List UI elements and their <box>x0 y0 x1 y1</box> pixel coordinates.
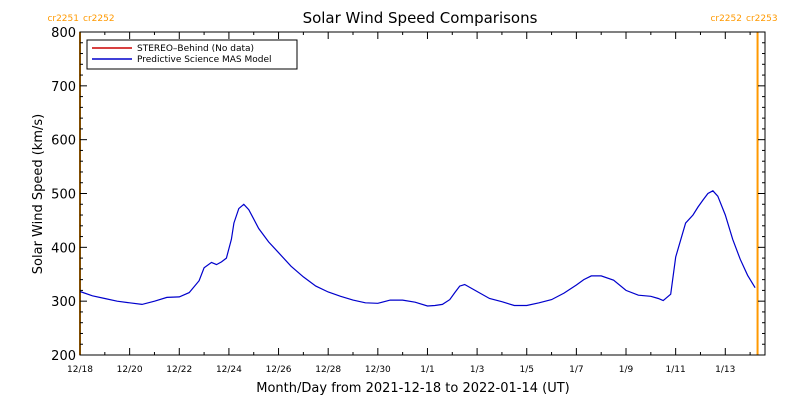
x-tick-label: 1/13 <box>715 365 735 375</box>
x-tick-label: 12/26 <box>266 365 292 375</box>
x-tick-label: 12/20 <box>117 365 143 375</box>
carrington-label-right: cr2252 <box>83 14 115 24</box>
x-tick-label: 1/9 <box>619 365 634 375</box>
x-tick-label: 12/18 <box>67 365 93 375</box>
x-tick-label: 1/5 <box>519 365 533 375</box>
y-tick-label: 300 <box>51 295 76 310</box>
x-tick-label: 12/22 <box>166 365 192 375</box>
chart-title: Solar Wind Speed Comparisons <box>303 9 538 27</box>
x-tick-label: 1/3 <box>470 365 484 375</box>
y-tick-label: 400 <box>51 241 76 256</box>
y-axis-label: Solar Wind Speed (km/s) <box>31 114 46 274</box>
y-tick-label: 200 <box>51 349 76 364</box>
x-tick-label: 12/24 <box>216 365 242 375</box>
x-tick-label: 12/28 <box>315 365 341 375</box>
x-tick-label: 1/1 <box>420 365 434 375</box>
legend-entry-label: STEREO–Behind (No data) <box>137 44 254 54</box>
series-line-mas-model <box>79 190 756 307</box>
x-tick-label: 1/7 <box>569 365 583 375</box>
x-tick-label: 1/11 <box>666 365 686 375</box>
legend-entry-label: Predictive Science MAS Model <box>137 55 272 65</box>
y-tick-label: 500 <box>51 188 76 203</box>
legend-box <box>86 39 298 70</box>
y-tick-label: 700 <box>51 80 76 95</box>
carrington-label-left: cr2252 <box>710 14 742 24</box>
x-tick-label: 12/30 <box>365 365 391 375</box>
y-tick-label: 600 <box>51 134 76 149</box>
legend: STEREO–Behind (No data)Predictive Scienc… <box>86 39 298 70</box>
y-axis: 200 300 400 500 600 700 800 <box>51 26 765 364</box>
y-tick-label: 800 <box>51 26 76 41</box>
series-group <box>79 190 756 307</box>
x-axis-label: Month/Day from 2021-12-18 to 2022-01-14 … <box>256 381 569 396</box>
x-axis: 12/18 12/20 12/22 12/24 12/26 12/28 12/30 1/1 1/… <box>67 32 751 375</box>
carrington-label-left: cr2251 <box>47 14 79 24</box>
carrington-label-right: cr2253 <box>746 14 778 24</box>
plot-frame <box>79 31 766 356</box>
